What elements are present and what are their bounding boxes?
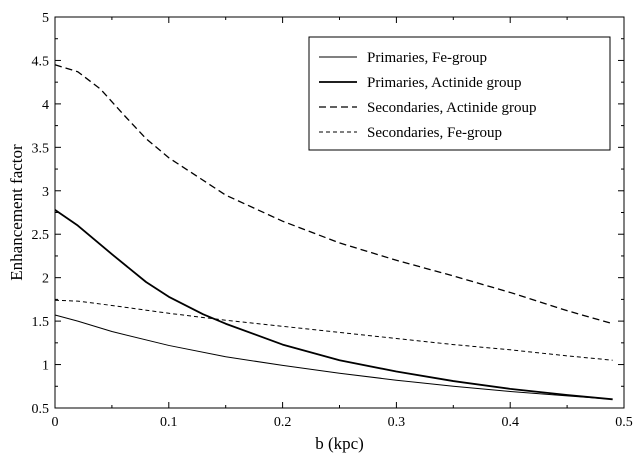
y-axis-title: Enhancement factor xyxy=(7,144,26,281)
legend-box xyxy=(308,36,611,151)
series-lines xyxy=(54,64,613,401)
y-tick-label: 4.5 xyxy=(32,54,50,69)
y-tick-label: 1 xyxy=(42,359,49,374)
legend-label-3: Secondaries, Actinide group xyxy=(367,100,537,116)
x-tick-label: 0.5 xyxy=(615,415,633,430)
legend-label-2: Primaries, Actinide group xyxy=(367,75,522,91)
series-line-1 xyxy=(54,314,613,400)
series-line-4 xyxy=(54,299,613,361)
legend-label-1: Primaries, Fe-group xyxy=(367,50,487,66)
x-tick-label: 0.2 xyxy=(274,415,292,430)
legend: Primaries, Fe-group Primaries, Actinide g… xyxy=(308,36,611,151)
axis-ticks: 0 0.1 0.2 0.3 0.4 0.5 0.5 1 1.5 2 2.5 3 3.5 4 4.5 5 xyxy=(32,11,633,430)
legend-items: Primaries, Fe-group Primaries, Actinide g… xyxy=(319,50,537,141)
y-tick-label: 2.5 xyxy=(32,228,50,243)
x-tick-label: 0.3 xyxy=(388,415,406,430)
y-tick-label: 0.5 xyxy=(32,402,50,417)
x-axis-title: b (kpc) xyxy=(315,434,364,453)
legend-label-4: Secondaries, Fe-group xyxy=(367,125,502,141)
y-tick-label: 4 xyxy=(42,98,49,113)
y-tick-label: 5 xyxy=(42,11,49,26)
series-line-3 xyxy=(54,64,613,325)
y-tick-label: 3 xyxy=(42,185,49,200)
series-line-2 xyxy=(54,209,613,401)
x-tick-label: 0 xyxy=(52,415,59,430)
x-tick-label: 0.1 xyxy=(160,415,178,430)
x-tick-label: 0.4 xyxy=(501,415,519,430)
y-tick-label: 2 xyxy=(42,272,49,287)
y-tick-label: 1.5 xyxy=(32,315,50,330)
y-tick-label: 3.5 xyxy=(32,141,50,156)
